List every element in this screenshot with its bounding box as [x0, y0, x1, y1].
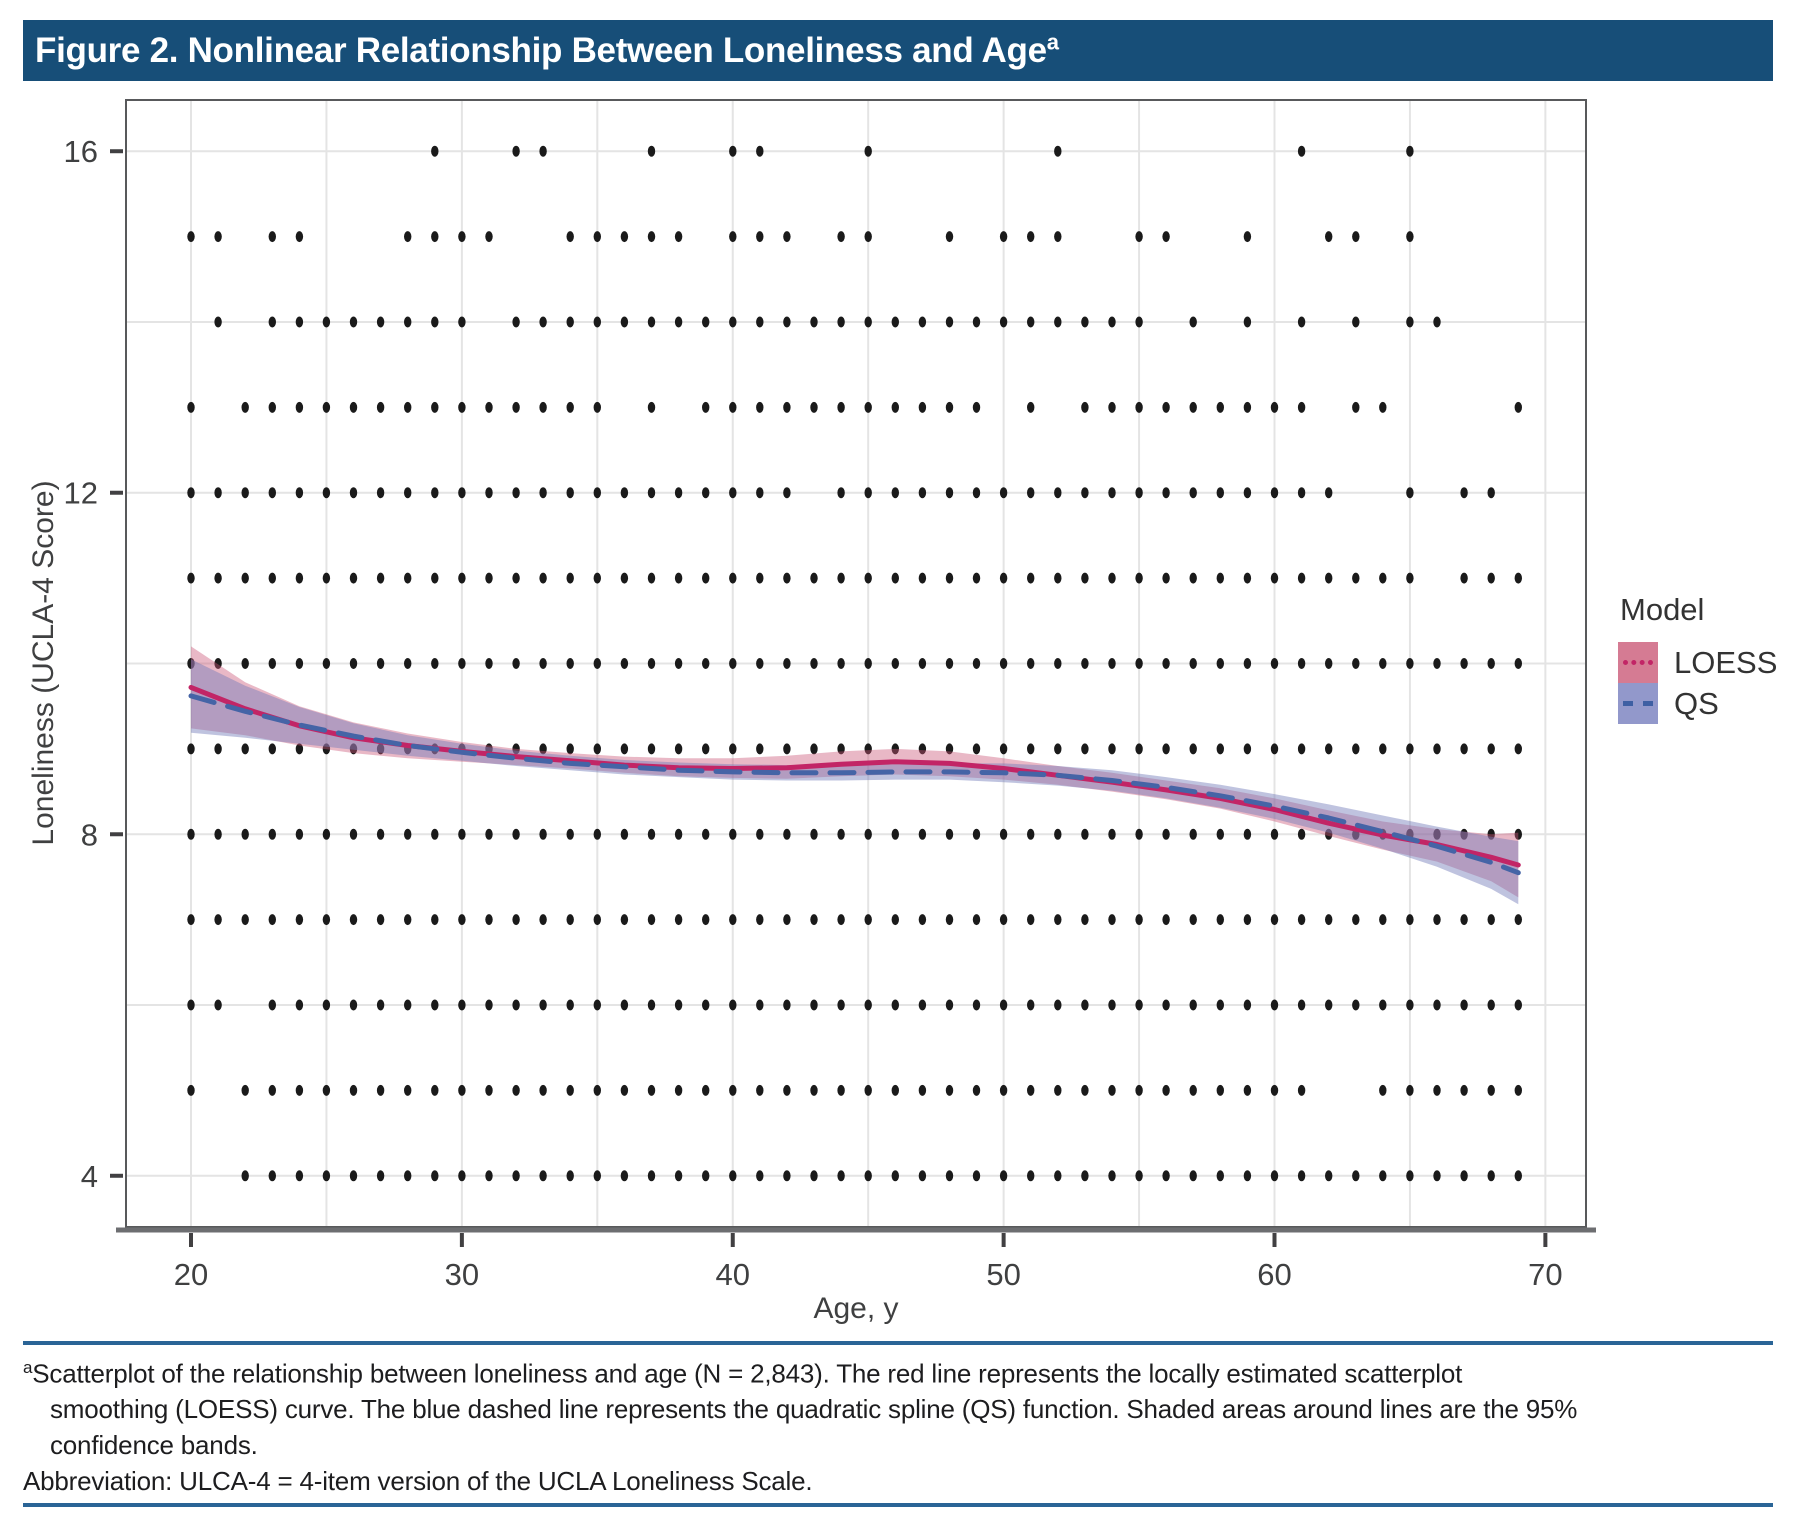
svg-text:4: 4 — [81, 1159, 98, 1194]
footnote-marker: a — [23, 1358, 33, 1377]
svg-text:60: 60 — [1257, 1257, 1291, 1292]
footnote-line-1: aScatterplot of the relationship between… — [23, 1358, 1463, 1389]
scatterplot-canvas: 20 30 40 50 60 70 16 12 8 4 — [64, 99, 1596, 1292]
footnote-line-2: smoothing (LOESS) curve. The blue dashed… — [50, 1394, 1578, 1424]
legend-entry-qs: QS — [1618, 683, 1777, 724]
svg-text:12: 12 — [64, 476, 98, 511]
legend-entry-loess: LOESS — [1618, 642, 1777, 683]
footnote-bottom-rule — [23, 1503, 1773, 1507]
gridlines — [126, 100, 1586, 1227]
svg-text:70: 70 — [1528, 1257, 1562, 1292]
svg-text:50: 50 — [986, 1257, 1020, 1292]
svg-text:8: 8 — [81, 817, 98, 852]
chart-area: 20 30 40 50 60 70 16 12 8 4 Loneliness (UCLA-4 Sc… — [27, 99, 1777, 1325]
footnote-abbreviation: Abbreviation: ULCA-4 = 4-item version of… — [23, 1466, 813, 1496]
svg-text:40: 40 — [716, 1257, 750, 1292]
footnote-line-3: confidence bands. — [50, 1430, 258, 1460]
qs-confidence-band — [191, 659, 1519, 905]
figure-title: Figure 2. Nonlinear Relationship Between… — [35, 31, 1047, 70]
svg-text:30: 30 — [445, 1257, 479, 1292]
panel-border — [125, 99, 1587, 1228]
chart-legend: Model LOESS QS — [1618, 592, 1777, 724]
svg-text:16: 16 — [64, 134, 98, 169]
qs-curve — [188, 693, 1521, 876]
footnote-top-rule — [23, 1341, 1773, 1345]
axis-ticks: 20 30 40 50 60 70 16 12 8 4 — [64, 134, 1563, 1292]
qs-swatch-icon — [1618, 683, 1658, 724]
legend-title: Model — [1620, 592, 1705, 627]
loess-swatch-icon — [1618, 642, 1658, 683]
y-axis-title: Loneliness (UCLA-4 Score) — [27, 480, 60, 846]
figure-title-bar: Figure 2. Nonlinear Relationship Between… — [23, 20, 1773, 81]
svg-text:20: 20 — [174, 1257, 208, 1292]
legend-label-qs: QS — [1674, 685, 1719, 721]
figure-title-superscript: a — [1046, 29, 1059, 55]
scatter-points — [187, 145, 1523, 1182]
legend-label-loess: LOESS — [1674, 644, 1778, 680]
x-axis-title: Age, y — [813, 1292, 899, 1325]
